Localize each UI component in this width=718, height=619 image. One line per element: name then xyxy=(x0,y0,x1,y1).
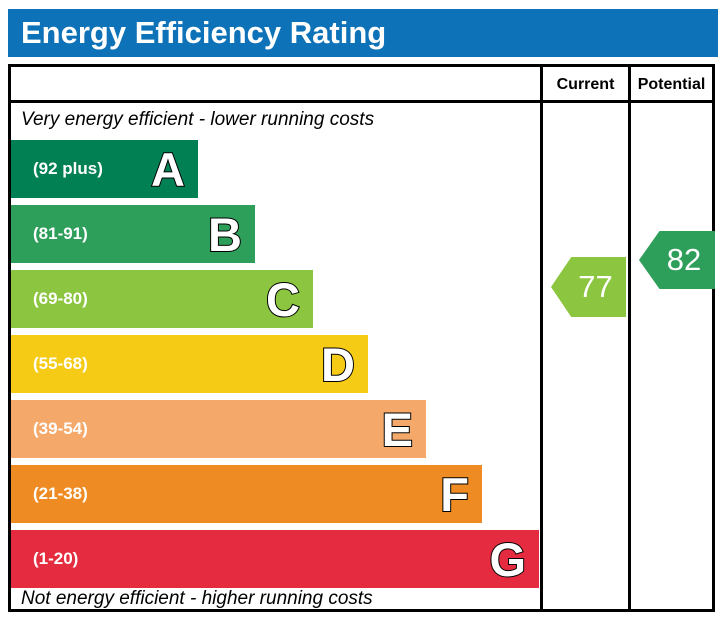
current-rating-value: 77 xyxy=(578,269,613,304)
rating-band: (55-68) D xyxy=(11,335,368,393)
potential-column-divider xyxy=(628,67,631,609)
page-title: Energy Efficiency Rating xyxy=(21,15,387,50)
band-range-label: (81-91) xyxy=(33,224,88,243)
rating-band: (39-54) E xyxy=(11,400,426,458)
band-range-label: (21-38) xyxy=(33,484,88,503)
rating-band: (81-91) B xyxy=(11,205,255,263)
title-bar: Energy Efficiency Rating xyxy=(8,9,718,57)
rating-band: (92 plus) A xyxy=(11,140,198,198)
band-range-label: (39-54) xyxy=(33,419,88,438)
current-column-divider xyxy=(540,67,543,609)
band-letter: G xyxy=(488,532,527,586)
potential-column-header: Potential xyxy=(637,76,706,93)
rating-band: (21-38) F xyxy=(11,465,482,523)
band-letter: A xyxy=(150,142,186,196)
current-rating-arrow: 77 xyxy=(551,257,626,317)
band-range-label: (92 plus) xyxy=(33,159,103,178)
band-range-label: (69-80) xyxy=(33,289,88,308)
rating-band: (1-20) G xyxy=(11,530,539,588)
band-letter: D xyxy=(320,337,356,391)
header-row-divider xyxy=(11,100,712,103)
band-letter: B xyxy=(207,207,243,261)
band-letter: E xyxy=(381,402,414,456)
band-letter: F xyxy=(439,467,470,521)
potential-rating-value: 82 xyxy=(666,242,702,277)
band-letter: C xyxy=(265,272,301,326)
caption-very-efficient: Very energy efficient - lower running co… xyxy=(21,109,375,130)
potential-rating-arrow: 82 xyxy=(639,231,715,289)
band-range-label: (1-20) xyxy=(33,549,79,568)
rating-band: (69-80) C xyxy=(11,270,313,328)
current-column-header: Current xyxy=(556,76,615,93)
rating-table: Current Potential Very energy efficient … xyxy=(8,64,715,612)
band-range-label: (55-68) xyxy=(33,354,88,373)
caption-not-efficient: Not energy efficient - higher running co… xyxy=(21,588,373,609)
